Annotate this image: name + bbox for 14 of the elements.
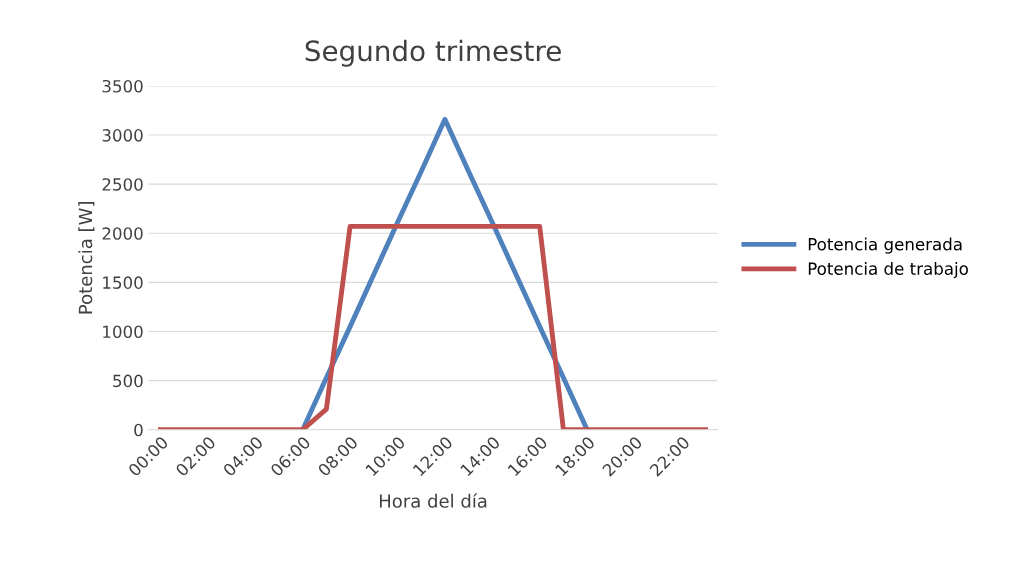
y-tick-label: 3500	[102, 79, 143, 93]
y-tick-label: 2000	[102, 227, 143, 240]
chart-title: Segundo trimestre	[305, 39, 561, 67]
x-axis-title: Hora del día	[379, 493, 487, 508]
y-tick-label: 500	[113, 374, 143, 388]
legend-label: Potencia de trabajo	[808, 262, 968, 279]
y-tick-label: 1500	[103, 276, 143, 289]
y-tick-label: 3000	[102, 129, 143, 142]
y-tick-label: 2500	[102, 178, 143, 191]
y-axis-title: Potencia [W]	[78, 202, 95, 314]
y-tick-label: 0	[134, 423, 143, 437]
legend-label: Potencia generada	[808, 237, 962, 254]
y-tick-label: 1000	[103, 325, 143, 339]
line-series	[300, 116, 590, 430]
